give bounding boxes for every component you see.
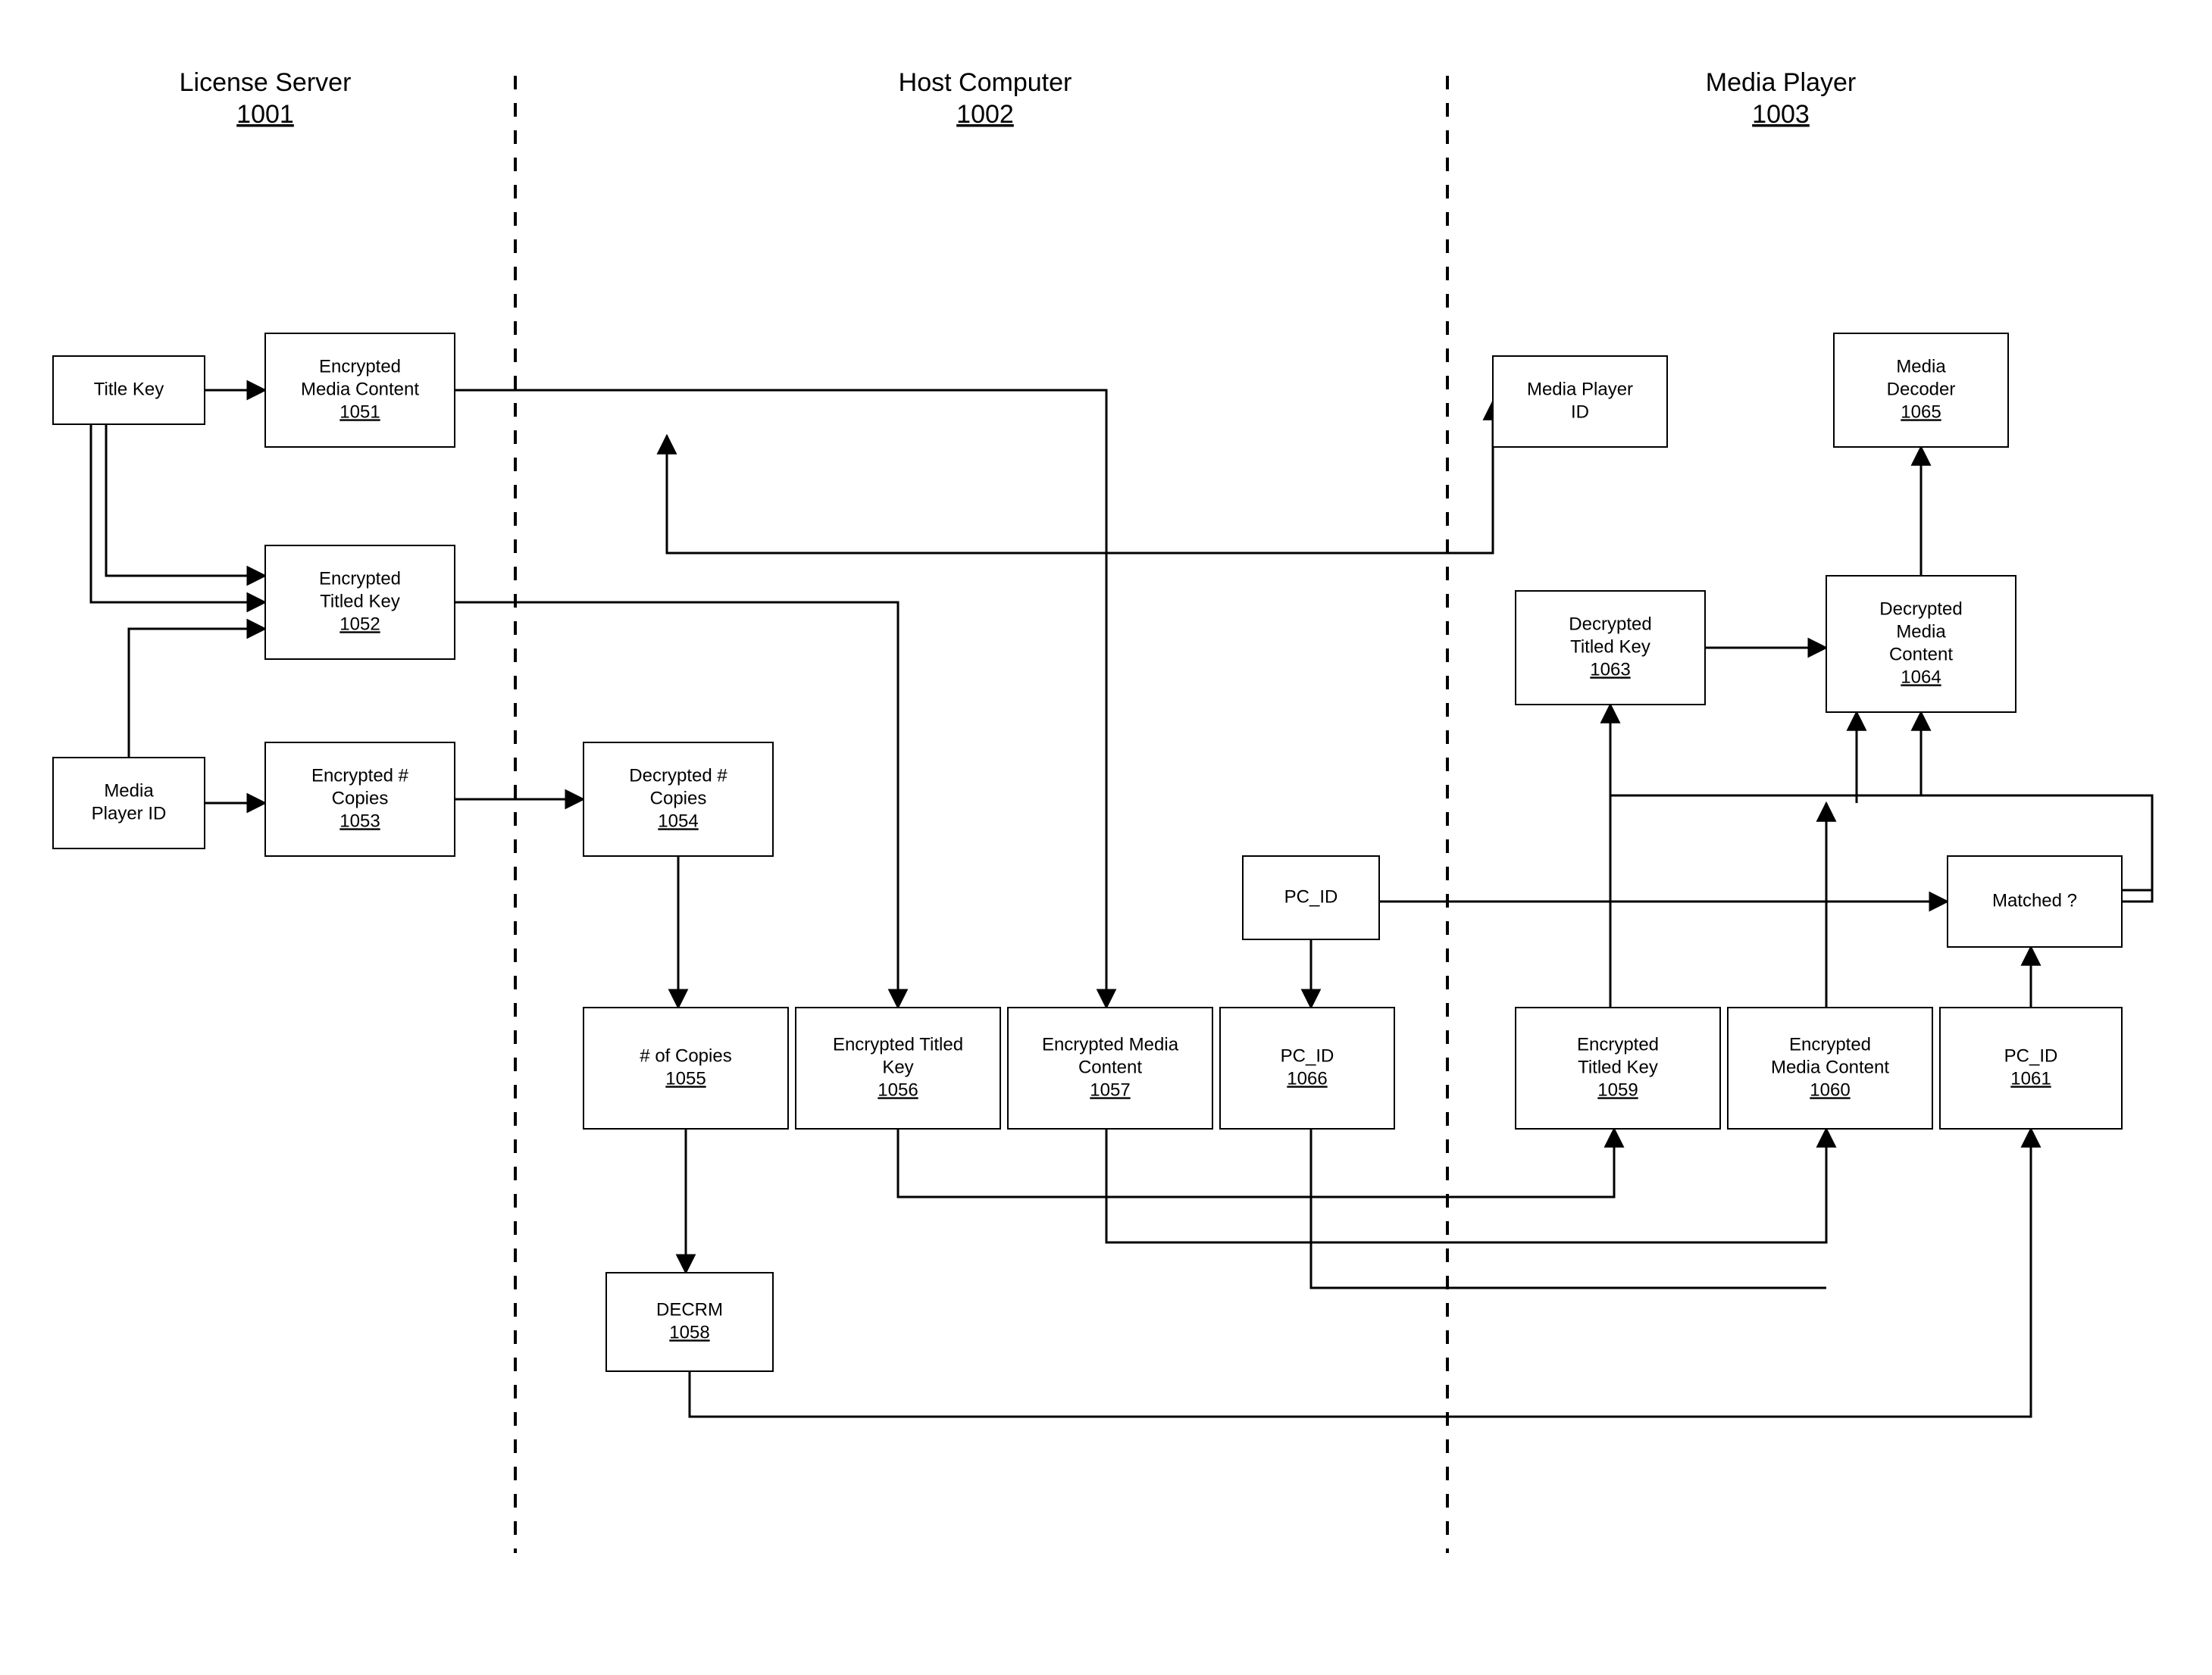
node-ec_1053: Encrypted #Copies 1053 <box>265 742 455 856</box>
node-ref: 1052 <box>339 614 380 634</box>
node-label: Decrypted # <box>629 765 727 786</box>
node-dtk_1063: DecryptedTitled Key1063 <box>1516 591 1705 705</box>
node-matched: Matched ? <box>1948 856 2122 947</box>
node-ref: 1066 <box>1287 1068 1327 1089</box>
node-ref: 1053 <box>339 811 380 831</box>
drm-flow-diagram: Title KeyEncryptedMedia Content1051Encry… <box>0 0 2212 1675</box>
node-label: PC_ID <box>1284 886 1338 907</box>
node-label: PC_ID <box>2004 1045 2058 1066</box>
node-label: Decrypted <box>1569 614 1651 634</box>
node-ref: 1060 <box>1810 1080 1850 1100</box>
header-media_player: Media Player <box>1706 68 1856 97</box>
node-label: Media <box>1896 356 1946 377</box>
node-label: Copies <box>332 788 389 808</box>
node-label: Encrypted <box>319 356 401 377</box>
node-dc_1054: Decrypted #Copies 1054 <box>584 742 773 856</box>
node-mpid_mp: Media Player ID <box>1493 356 1667 447</box>
node-emc_1057: Encrypted MediaContent 1057 <box>1008 1008 1212 1129</box>
node-mpid_ls: MediaPlayer ID <box>53 758 205 848</box>
node-label: Content <box>1889 644 1953 664</box>
header-ref-host_computer: 1002 <box>956 100 1014 129</box>
node-ref: 1059 <box>1597 1080 1638 1100</box>
header-license_server: License Server <box>180 68 352 97</box>
node-etk_1059: EncryptedTitled Key 1059 <box>1516 1008 1720 1129</box>
node-label: Media Content <box>301 379 419 399</box>
node-dmc_1064: DecryptedMediaContent 1064 <box>1826 576 2016 712</box>
node-label: Encrypted <box>1577 1034 1659 1055</box>
node-ref: 1065 <box>1901 402 1941 422</box>
node-pcid_1061: PC_ID1061 <box>1940 1008 2122 1129</box>
node-label: Player ID <box>92 803 167 823</box>
node-label: Titled Key <box>320 591 400 611</box>
node-label: ID <box>1571 402 1589 422</box>
node-label: DECRM <box>656 1299 723 1320</box>
node-label: Titled Key <box>1570 636 1650 657</box>
node-decrm_1058: DECRM1058 <box>606 1273 773 1371</box>
node-label: Encrypted Media <box>1042 1034 1179 1055</box>
node-label: Media Player <box>1527 379 1633 399</box>
node-label: Media <box>104 780 154 801</box>
node-pcid_hc: PC_ID <box>1243 856 1379 939</box>
node-label: Decrypted <box>1879 598 1962 619</box>
node-noc_1055: # of Copies1055 <box>584 1008 788 1129</box>
node-label: Decoder <box>1887 379 1956 399</box>
node-label: Media Content <box>1771 1057 1889 1077</box>
node-ref: 1063 <box>1590 659 1630 680</box>
node-label: PC_ID <box>1281 1045 1334 1066</box>
node-ref: 1064 <box>1901 667 1941 687</box>
node-label: # of Copies <box>640 1045 731 1066</box>
node-label: Encrypted # <box>311 765 409 786</box>
node-label: Content <box>1078 1057 1142 1077</box>
node-emc_1051: EncryptedMedia Content 1051 <box>265 333 455 447</box>
node-ref: 1051 <box>339 402 380 422</box>
node-label: Encrypted <box>1789 1034 1871 1055</box>
node-md_1065: MediaDecoder 1065 <box>1834 333 2008 447</box>
node-pcid_1066: PC_ID1066 <box>1220 1008 1394 1129</box>
node-label: Encrypted Titled <box>833 1034 963 1055</box>
node-label: Title Key <box>94 379 164 399</box>
node-etk_1056: Encrypted TitledKey 1056 <box>796 1008 1000 1129</box>
node-label: Media <box>1896 621 1946 642</box>
node-label: Titled Key <box>1578 1057 1658 1077</box>
header-ref-media_player: 1003 <box>1752 100 1810 129</box>
node-label: Encrypted <box>319 568 401 589</box>
node-ref: 1057 <box>1090 1080 1130 1100</box>
node-ref: 1061 <box>2010 1068 2051 1089</box>
node-title_key: Title Key <box>53 356 205 424</box>
header-host_computer: Host Computer <box>899 68 1072 97</box>
node-ref: 1058 <box>669 1322 709 1342</box>
node-etk_1052: EncryptedTitled Key 1052 <box>265 545 455 659</box>
node-label: Key <box>882 1057 913 1077</box>
node-label: Copies <box>650 788 707 808</box>
node-ref: 1056 <box>878 1080 918 1100</box>
node-ref: 1055 <box>665 1068 706 1089</box>
node-label: Matched ? <box>1992 890 2077 911</box>
node-emc_1060: EncryptedMedia Content 1060 <box>1728 1008 1932 1129</box>
node-ref: 1054 <box>658 811 698 831</box>
header-ref-license_server: 1001 <box>236 100 294 129</box>
